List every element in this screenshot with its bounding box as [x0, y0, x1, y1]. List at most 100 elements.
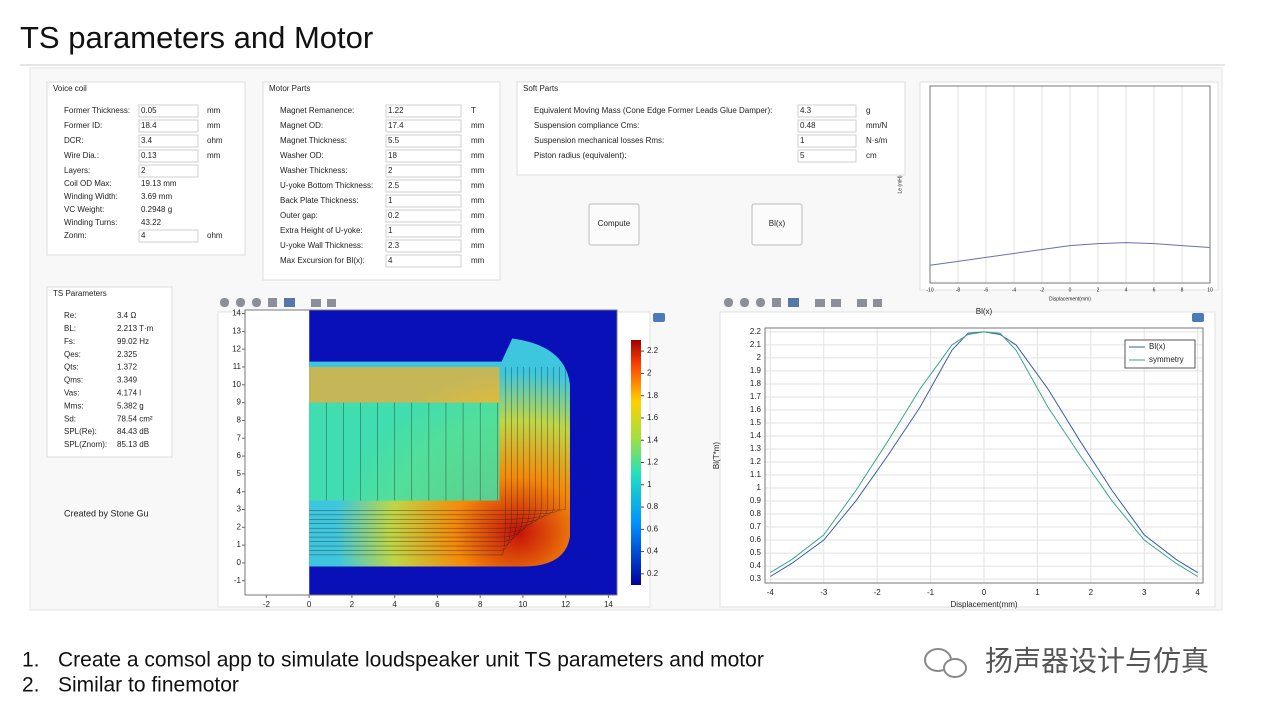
window-icon[interactable]	[653, 313, 665, 322]
field-value[interactable]: 0.13	[141, 151, 157, 160]
field-value: 99.02 Hz	[117, 337, 149, 346]
input-box[interactable]	[138, 119, 199, 133]
input-box[interactable]	[138, 134, 199, 148]
colorbar-label: 0.2	[647, 569, 659, 578]
y-tick-label: 8	[237, 416, 242, 425]
field-label: Zonm:	[64, 231, 87, 240]
scene-icon[interactable]	[788, 298, 799, 307]
field-value[interactable]: 4.3	[800, 106, 812, 115]
input-box[interactable]	[797, 134, 857, 148]
input-box[interactable]	[385, 224, 462, 238]
field-value[interactable]: 0.2	[388, 211, 400, 220]
zoom-in-icon[interactable]	[724, 298, 733, 307]
field-value[interactable]: 1	[800, 136, 805, 145]
input-box[interactable]	[138, 229, 199, 243]
field-value: 3.69 mm	[141, 192, 172, 201]
axis-region	[245, 310, 310, 595]
field-value[interactable]: 5	[800, 151, 805, 160]
zoom-box-icon[interactable]	[756, 298, 765, 307]
field-label: Washer Thickness:	[280, 166, 348, 175]
panel	[46, 286, 173, 458]
table-icon[interactable]	[831, 299, 841, 307]
field-value: 2.213 T·m	[117, 324, 154, 333]
x-tick-label: 1	[1035, 588, 1040, 597]
field-value[interactable]: 18	[388, 151, 397, 160]
input-box[interactable]	[385, 104, 462, 118]
button[interactable]	[751, 203, 803, 246]
field-label: Vas:	[64, 389, 79, 398]
y-tick-label: 3	[237, 505, 242, 514]
input-box[interactable]	[385, 149, 462, 163]
field-value: 43.22	[141, 218, 162, 227]
field-unit: N·s/m	[866, 136, 888, 145]
field-value[interactable]: 0.05	[141, 106, 157, 115]
print-icon[interactable]	[327, 299, 336, 307]
field-label: Re:	[64, 311, 76, 320]
y-tick-label: 1.7	[750, 392, 762, 401]
x-tick-label: -4	[767, 588, 775, 597]
input-box[interactable]	[385, 134, 462, 148]
y-tick-label: 1.9	[750, 366, 762, 375]
zoom-in-icon[interactable]	[220, 298, 229, 307]
legend-label: Bl(x)	[1149, 342, 1166, 351]
input-box[interactable]	[385, 239, 462, 253]
field-value[interactable]: 17.4	[388, 121, 404, 130]
zoom-out-icon[interactable]	[236, 298, 245, 307]
field-value[interactable]: 4	[388, 256, 393, 265]
field-value[interactable]: 4	[141, 231, 146, 240]
field-value[interactable]: 5.5	[388, 136, 400, 145]
watermark: 扬声器设计与仿真	[985, 645, 1209, 676]
field-value[interactable]: 1	[388, 226, 393, 235]
button[interactable]	[588, 203, 640, 246]
field-value[interactable]: 0.48	[800, 121, 816, 130]
zoom-out-icon[interactable]	[740, 298, 749, 307]
x-tick-label: -8	[956, 287, 961, 293]
input-box[interactable]	[138, 149, 199, 163]
input-box[interactable]	[385, 194, 462, 208]
field-value: 2.325	[117, 350, 138, 359]
field-label: Qms:	[64, 376, 83, 385]
window-icon[interactable]	[1192, 313, 1204, 322]
print-icon[interactable]	[873, 299, 882, 307]
image-icon[interactable]	[311, 299, 321, 307]
input-box[interactable]	[385, 164, 462, 178]
field-label: Coil OD Max:	[64, 179, 112, 188]
legend-box	[1124, 339, 1196, 369]
input-box[interactable]	[385, 254, 462, 268]
field-value[interactable]: 18.4	[141, 121, 157, 130]
y-tick-label: -1	[234, 576, 242, 585]
x-tick-label: 2	[1097, 287, 1100, 293]
field-unit: mm	[471, 211, 485, 220]
button-label[interactable]: Compute	[598, 219, 631, 228]
input-box[interactable]	[797, 104, 857, 118]
toolbar	[220, 298, 1204, 322]
x-tick-label: -6	[984, 287, 989, 293]
x-tick-label: -10	[926, 287, 933, 293]
button-label[interactable]: Bl(x)	[769, 219, 786, 228]
field-value[interactable]: 2	[388, 166, 393, 175]
input-box[interactable]	[138, 164, 199, 178]
field-label: Outer gap:	[280, 211, 318, 220]
field-value[interactable]: 1.22	[388, 106, 404, 115]
chart-title: Bl(x)	[976, 307, 993, 316]
input-box[interactable]	[385, 119, 462, 133]
input-box[interactable]	[385, 179, 462, 193]
field-value[interactable]: 3.4	[141, 136, 153, 145]
image-icon[interactable]	[857, 299, 867, 307]
input-box[interactable]	[797, 149, 857, 163]
field-value[interactable]: 2.3	[388, 241, 400, 250]
x-tick-label: 2	[350, 600, 355, 609]
input-box[interactable]	[385, 209, 462, 223]
grid-icon[interactable]	[815, 299, 825, 307]
zoom-extents-icon[interactable]	[268, 298, 277, 307]
zoom-extents-icon[interactable]	[772, 298, 781, 307]
field-value[interactable]: 2	[141, 166, 146, 175]
field-value[interactable]: 2.5	[388, 181, 400, 190]
field-unit: mm	[207, 106, 221, 115]
field-value[interactable]: 1	[388, 196, 393, 205]
zoom-box-icon[interactable]	[252, 298, 261, 307]
input-box[interactable]	[138, 104, 199, 118]
y-tick-label: 0.3	[750, 574, 762, 583]
input-box[interactable]	[797, 119, 857, 133]
scene-icon[interactable]	[284, 298, 295, 307]
